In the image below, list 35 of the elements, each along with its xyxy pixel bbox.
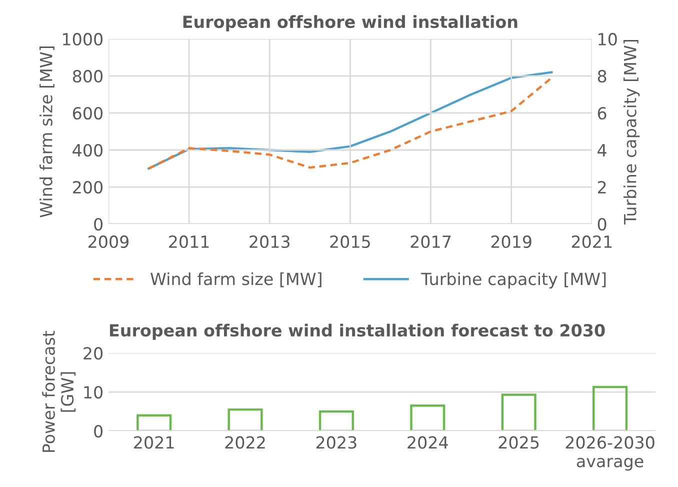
- y2-tick-label: 6: [598, 106, 606, 120]
- y-tick-label: 800: [72, 70, 103, 83]
- y-tick-label: 200: [73, 180, 103, 194]
- y-tick-label: 400: [72, 144, 103, 157]
- x-tick-label: 2024: [408, 436, 448, 449]
- x-tick-label: 2022: [225, 436, 265, 449]
- x-tick-label: 2009: [88, 235, 129, 248]
- y2-tick-label: 2: [598, 180, 606, 194]
- y2-tick-label: 10: [598, 32, 617, 46]
- x-tick-label: 2025: [498, 436, 539, 449]
- x-tick-label: 2017: [410, 235, 451, 248]
- x-tick-label: 2019: [491, 235, 532, 248]
- y-axis-title: Wind farm size [MW]: [40, 46, 54, 218]
- y2-tick-label: 4: [598, 144, 606, 156]
- x-tick-label: 2021: [134, 436, 174, 449]
- y2-axis-title: Turbine capacity [MW]: [624, 40, 640, 224]
- legend-label: Wind farm size [MW]: [150, 272, 322, 288]
- y2-tick-label: 8: [598, 70, 606, 83]
- chart-title: European offshore wind installation: [183, 15, 518, 32]
- chart-title: European offshore wind installation forecast to 2030: [110, 324, 605, 340]
- y-tick-label: 1000: [63, 32, 103, 46]
- x-tick-label: 2013: [250, 235, 290, 248]
- legend-label: Turbine capacity [MW]: [421, 272, 606, 288]
- x-tick-label: 2023: [316, 436, 356, 449]
- y-tick-label: 600: [72, 106, 103, 120]
- y-tick-label: 0: [94, 424, 103, 438]
- y-tick-label: 20: [84, 347, 103, 360]
- x-tick-label: 2021: [572, 235, 612, 248]
- y-tick-label: 0: [94, 218, 103, 231]
- y-axis-title: Power forecast [GW]: [42, 330, 76, 452]
- y-tick-label: 10: [84, 386, 103, 399]
- y2-tick-label: 0: [598, 218, 606, 231]
- x-tick-label: 2011: [169, 235, 209, 248]
- x-tick-label: 2015: [330, 235, 370, 248]
- x-tick-label: 2026-2030 avarage: [566, 436, 654, 471]
